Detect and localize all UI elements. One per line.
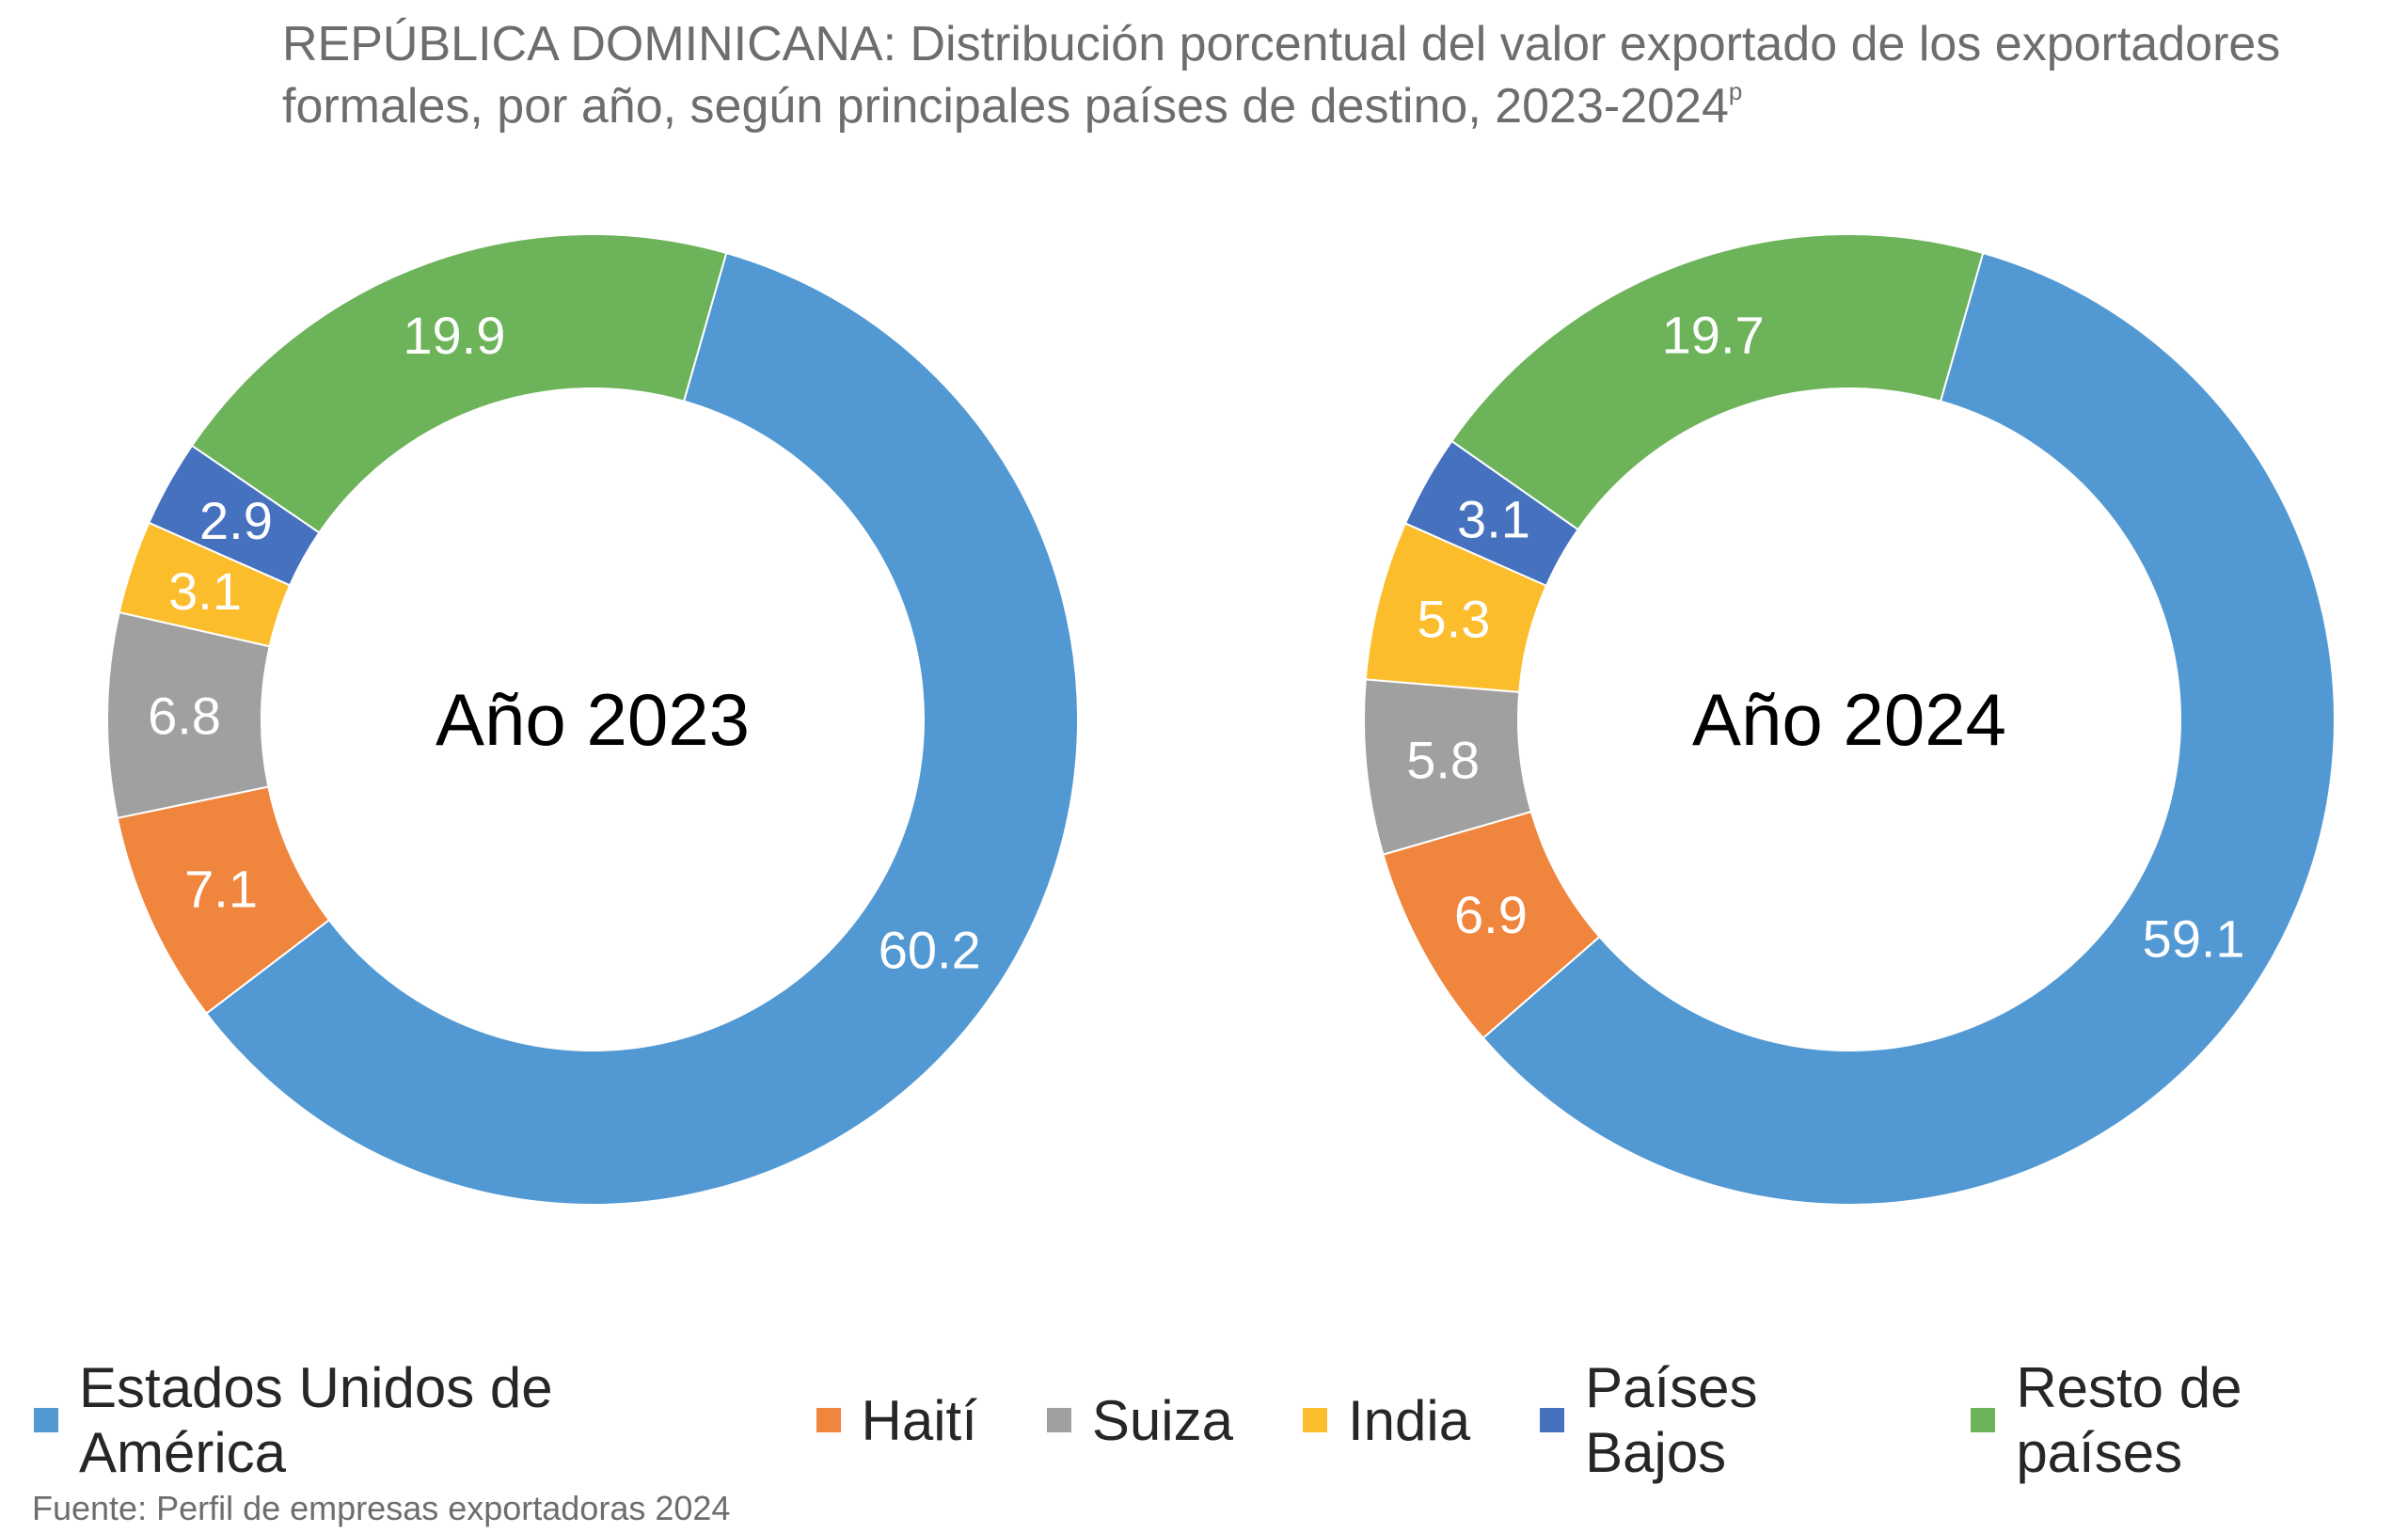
- data-label-estados-unidos-de-america: 59.1: [2143, 909, 2245, 969]
- chart-title-superscript: p: [1728, 77, 1743, 105]
- legend-label: Haití: [861, 1388, 977, 1452]
- legend-label: Suiza: [1091, 1388, 1233, 1452]
- data-label-estados-unidos-de-america: 60.2: [879, 920, 981, 979]
- legend-label: Países Bajos: [1585, 1356, 1758, 1484]
- slice-estados-unidos-de-america: [205, 251, 1079, 1206]
- data-label-haiti: 7.1: [184, 859, 258, 918]
- data-label-india: 3.1: [168, 561, 242, 621]
- chart-title: REPÚBLICA DOMINICANA: Distribución porce…: [282, 13, 2352, 137]
- legend-label: Estados Unidos de América: [79, 1356, 553, 1484]
- legend-item-haiti: Haití: [816, 1388, 977, 1453]
- legend-item-suiza: Suiza: [1046, 1388, 1233, 1453]
- legend-swatch: [1046, 1408, 1071, 1432]
- legend-swatch: [1540, 1408, 1565, 1432]
- chart-title-text: REPÚBLICA DOMINICANA: Distribución porce…: [282, 17, 2281, 134]
- legend-swatch: [816, 1408, 841, 1432]
- legend-swatch: [34, 1408, 58, 1432]
- legend-item-resto-de-paises: Resto de países: [1971, 1355, 2408, 1485]
- data-label-haiti: 6.9: [1454, 885, 1528, 944]
- donut-chart-1: 60.2 7.1 6.8 3.1 2.9 19.9 Año 2023: [106, 233, 1079, 1206]
- legend-label: Resto de países: [2016, 1356, 2242, 1484]
- donut-center-label: Año 2023: [436, 678, 750, 761]
- data-label-resto-de-paises: 19.9: [403, 306, 505, 365]
- donut-center-label: Año 2024: [1692, 678, 2006, 761]
- data-label-resto-de-paises: 19.7: [1662, 305, 1765, 364]
- data-label-paises-bajos: 2.9: [199, 491, 273, 550]
- data-label-suiza: 6.8: [148, 687, 221, 746]
- data-label-paises-bajos: 3.1: [1457, 489, 1530, 548]
- slice-resto-de-paises: [190, 233, 728, 534]
- chart-legend: Estados Unidos de América Haití Suiza India…: [34, 1356, 2408, 1484]
- legend-swatch: [1302, 1408, 1327, 1432]
- donut-chart-2: 59.1 6.9 5.8 5.3 3.1 19.7 Año 2024: [1363, 233, 2336, 1206]
- legend-swatch: [1971, 1408, 1996, 1432]
- legend-label: India: [1347, 1388, 1471, 1452]
- slice-estados-unidos-de-america: [1481, 251, 2336, 1206]
- legend-item-paises-bajos: Países Bajos: [1540, 1355, 1901, 1485]
- source-note: Fuente: Perfil de empresas exportadoras …: [32, 1489, 731, 1527]
- donut-charts: 60.2 7.1 6.8 3.1 2.9 19.9 Año 2023 59.1 6.9 5.8 5.…: [106, 233, 2336, 1206]
- legend-item-estados-unidos-de-america: Estados Unidos de América: [34, 1355, 747, 1485]
- data-label-suiza: 5.8: [1406, 731, 1480, 790]
- legend-item-india: India: [1302, 1388, 1471, 1453]
- data-label-india: 5.3: [1417, 589, 1490, 648]
- slice-resto-de-paises: [1450, 233, 1985, 531]
